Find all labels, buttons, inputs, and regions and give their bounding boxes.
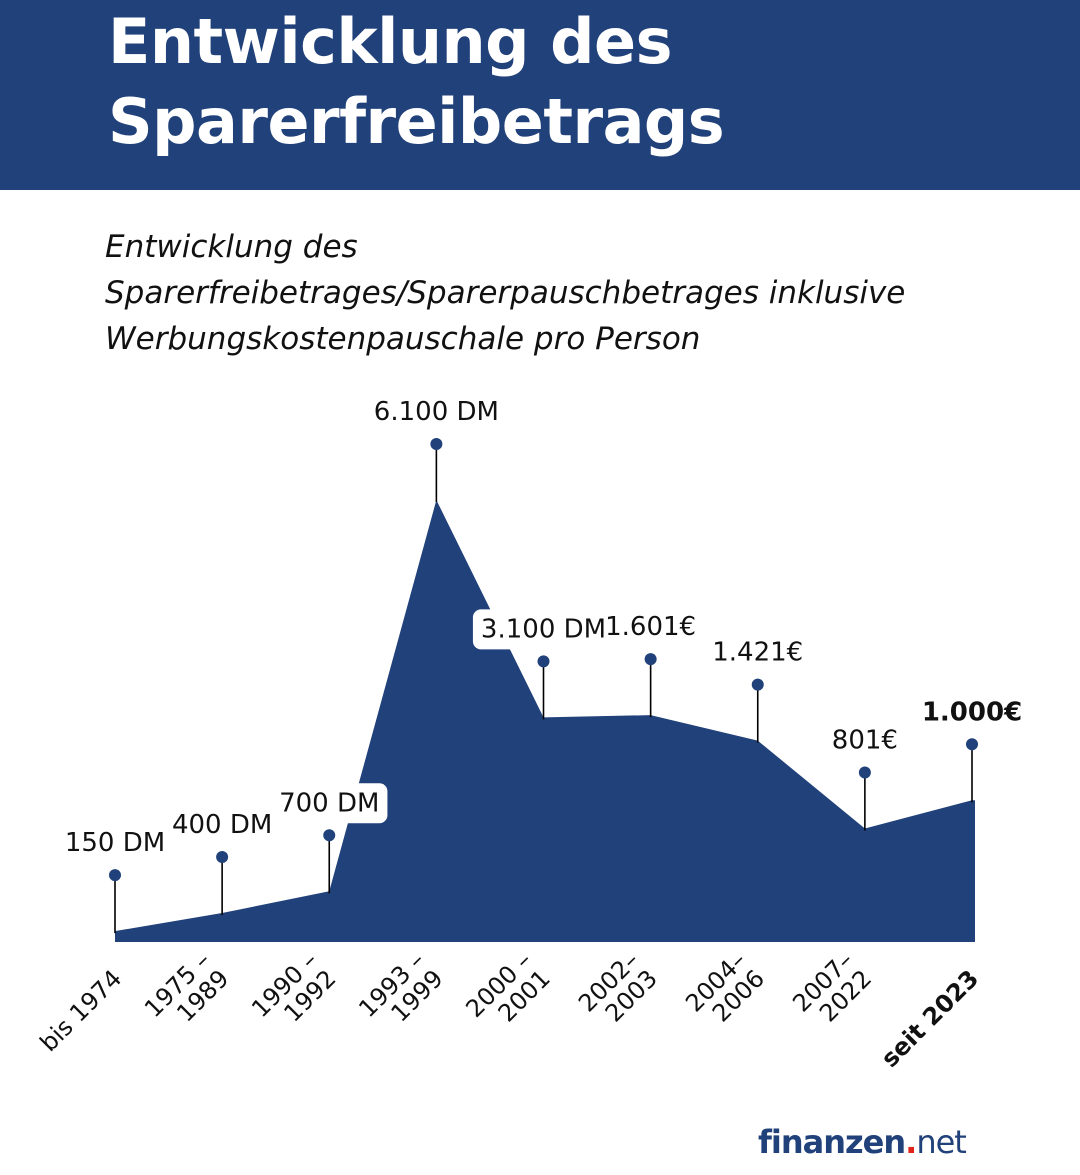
chart-value-label: 700 DM [279,788,379,818]
x-tick-label: 1990 –1992 [246,946,341,1027]
title-banner: Entwicklung des Sparerfreibetrags [0,0,1080,190]
x-tick-label: 2002–2003 [573,946,663,1027]
chart-area [115,500,975,942]
chart-marker [323,829,336,842]
chart-marker [537,655,550,668]
chart-marker [644,653,657,666]
chart-value-label: 1.000€ [922,697,1022,727]
brand-logo: finanzen.net [758,1122,967,1162]
brand-logo-part2: net [916,1123,967,1161]
chart-value-label: 3.100 DM [481,614,606,644]
x-tick-label-line: seit 2023 [876,964,984,1072]
x-tick-label: 2000 –2001 [460,946,555,1027]
x-tick-label: 2004–2006 [680,946,770,1027]
x-tick-label: bis 1974 [35,964,128,1057]
chart-value-label: 150 DM [65,828,165,858]
subtitle-line1: Entwicklung des [105,229,358,265]
x-tick-label-line: bis 1974 [35,964,128,1057]
chart-marker [858,766,871,779]
chart-value-label: 1.421€ [712,638,803,668]
chart-value-label: 6.100 DM [374,397,499,427]
chart-marker [109,869,121,882]
chart-value-label-box [271,783,388,824]
chart-marker [966,738,978,751]
chart-value-label: 801€ [832,725,898,755]
x-tick-label: 1993 –1999 [353,946,448,1027]
chart-value-label: 400 DM [172,810,272,840]
chart-value-label-box [472,609,615,650]
subtitle-line2: Sparerfreibetrages/Sparerpauschbetrages … [105,275,906,311]
brand-logo-part1: finanzen [758,1123,906,1161]
chart-marker [216,851,229,864]
chart-marker [751,678,764,691]
x-tick-label: 2007–2022 [787,946,877,1027]
page-title-line2: Sparerfreibetrags [108,85,725,158]
chart-marker [430,438,443,450]
chart-subtitle: Entwicklung des Sparerfreibetrages/Spare… [105,224,1065,362]
brand-logo-dot: . [905,1123,917,1161]
page-title-line1: Entwicklung des [108,5,672,78]
page-title: Entwicklung des Sparerfreibetrags [108,2,1008,162]
x-tick-label: 1975 –1989 [139,946,234,1027]
chart-value-label: 1.601€ [605,612,696,642]
x-tick-label: seit 2023 [876,964,984,1072]
subtitle-line3: Werbungskostenpauschale pro Person [105,321,701,357]
